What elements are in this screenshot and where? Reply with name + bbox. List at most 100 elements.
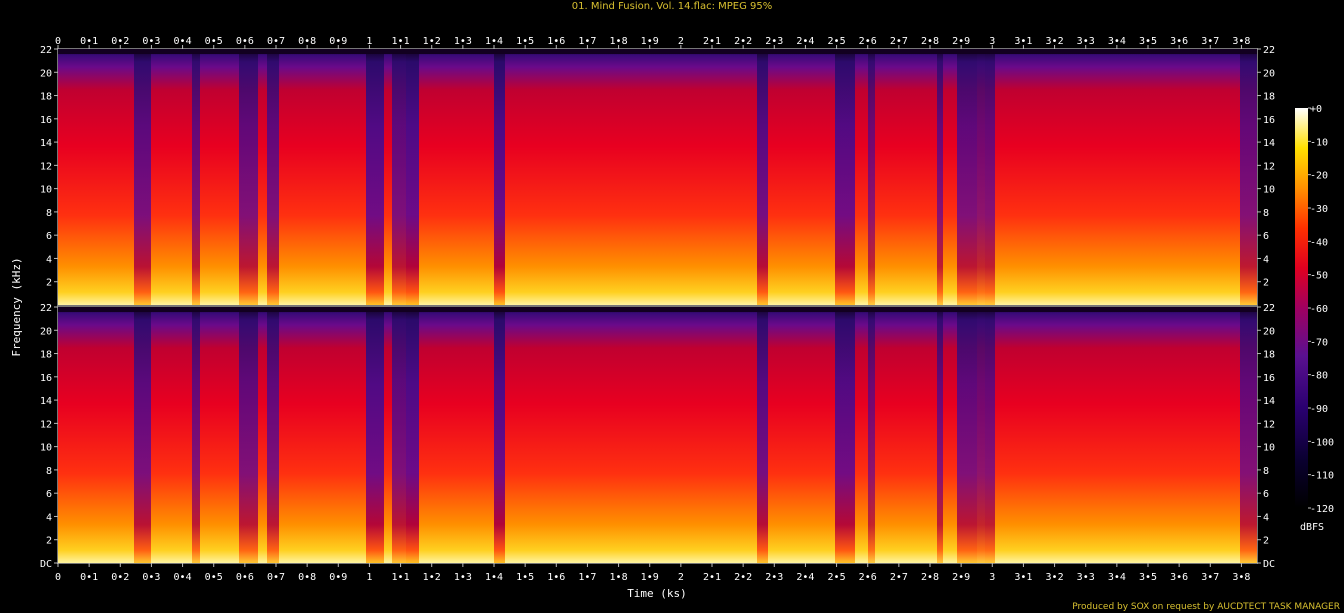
spectrogram-column [104, 307, 119, 563]
x-tick-label: 2•8 [921, 36, 939, 47]
y-tick-label: 12 [1263, 161, 1275, 172]
spectrogram-column [67, 49, 75, 305]
spectrogram-column [223, 49, 227, 305]
spectrogram-column [332, 307, 351, 563]
spectrogram-column [258, 49, 267, 305]
y-tick-label: 18 [1263, 92, 1275, 103]
spectrogram-column [1154, 49, 1158, 305]
spectrogram-column [737, 307, 757, 563]
spectrogram-column [437, 307, 456, 563]
colorbar-tick-label: -30 [1310, 204, 1328, 215]
x-tick-label: 3•3 [1077, 572, 1095, 583]
x-axis-bottom: 0 0•1 0•2 0•3 0•4 0•5 0•6 0•7 0•8 0•9 1 1•1 1•2 1•3 1•… [55, 563, 1250, 583]
y-tick-label: 10 [1263, 443, 1275, 454]
spectrogram-column [61, 307, 67, 563]
spectrogram-column [780, 307, 796, 563]
spectrogram-column [682, 49, 698, 305]
spectrogram-column [1182, 307, 1200, 563]
spectrogram-column [320, 307, 332, 563]
spectrogram-column [927, 49, 932, 305]
spectrogram-column [239, 49, 258, 305]
x-tick-label: 1•4 [485, 572, 503, 583]
y-tick-label: 2 [46, 536, 52, 547]
spectrogram-column [267, 49, 279, 305]
spectrogram-column [1200, 307, 1210, 563]
spectrogram-column [406, 307, 419, 563]
x-tick-label: 1•2 [423, 572, 441, 583]
spectrogram-column [726, 307, 737, 563]
y-tick-label: 6 [1263, 231, 1269, 242]
x-tick-label: 1•9 [641, 572, 659, 583]
colorbar-tick-label: -90 [1310, 404, 1328, 415]
spectrogram-column [1024, 49, 1041, 305]
x-tick-label: 3 [989, 572, 995, 583]
x-tick-label: 2•3 [765, 572, 783, 583]
spectrogram-column [812, 49, 816, 305]
spectrogram-column [75, 49, 87, 305]
x-tick-label: 0•4 [174, 36, 192, 47]
x-tick-label: 2•9 [952, 572, 970, 583]
spectrogram-column [1158, 307, 1172, 563]
spectrogram-column [875, 49, 888, 305]
y-tick-label: 2 [1263, 536, 1269, 547]
spectrogram-column [640, 307, 650, 563]
spectrogram-column [888, 307, 893, 563]
x-tick-label: 0•3 [142, 572, 160, 583]
x-tick-label: 1 [366, 572, 372, 583]
x-tick-label: 2•6 [859, 572, 877, 583]
spectrogram-column [995, 307, 1014, 563]
spectrogram-column [812, 307, 816, 563]
spectrogram-column [104, 49, 119, 305]
y-tick-label: 8 [46, 208, 52, 219]
spectrogram-column [1210, 307, 1223, 563]
y-tick-label: 6 [46, 489, 52, 500]
spectrogram-column [200, 307, 210, 563]
y-tick-label: 10 [40, 185, 52, 196]
spectrogram-column [920, 307, 927, 563]
y-tick-label: 22 [1263, 45, 1275, 56]
colorbar-tick-label: -110 [1310, 471, 1334, 482]
x-tick-label: 3•1 [1014, 572, 1032, 583]
spectrogram-column [650, 307, 668, 563]
spectrogram-column [720, 307, 726, 563]
colorbar-tick-label: -20 [1310, 171, 1328, 182]
spectrogram-column [943, 307, 957, 563]
x-tick-label: 2 [678, 36, 684, 47]
spectrogram-column [780, 49, 796, 305]
spectrogram-column [1093, 49, 1103, 305]
x-tick-label: 3•6 [1170, 572, 1188, 583]
spectrogram-column [366, 307, 384, 563]
spectrogram-column [1210, 49, 1223, 305]
spectrogram-column [1103, 307, 1123, 563]
spectrogram-column [868, 49, 871, 305]
spectrogram-column [576, 49, 580, 305]
x-tick-label: 3•4 [1108, 572, 1126, 583]
x-tick-label: 1•1 [392, 36, 410, 47]
y-tick-label: 20 [1263, 68, 1275, 79]
spectrogram-column [1024, 307, 1041, 563]
spectrogram-column [485, 49, 494, 305]
y-tick-label: 12 [40, 161, 52, 172]
spectrogram-column [134, 49, 151, 305]
x-tick-label: 2•5 [828, 572, 846, 583]
spectrogram-column [868, 307, 871, 563]
y-tick-label: 22 [1263, 303, 1275, 314]
colorbar-tick-label: -10 [1310, 137, 1328, 148]
colorbar: +0 -10 -20 -30 -40 -50 -60 -70 -80 -90 -100 -110 -12… [1295, 104, 1334, 533]
spectrogram-column [258, 307, 267, 563]
spectrogram-column [287, 49, 295, 305]
x-tick-label: 0•1 [80, 36, 98, 47]
spectrogram-column [462, 49, 478, 305]
spectrogram-column [561, 307, 576, 563]
spectrogram-column [1061, 49, 1075, 305]
x-tick-label: 0•8 [298, 36, 316, 47]
spectrogram-column [1148, 307, 1154, 563]
y-tick-label: 18 [40, 350, 52, 361]
spectrogram-column [768, 49, 780, 305]
x-tick-label: 2•8 [921, 572, 939, 583]
spectrogram-column [419, 49, 437, 305]
y-tick-label: 2 [46, 278, 52, 289]
spectrogram-column [351, 307, 358, 563]
spectrogram-column [871, 307, 875, 563]
x-tick-label: 1•5 [516, 572, 534, 583]
